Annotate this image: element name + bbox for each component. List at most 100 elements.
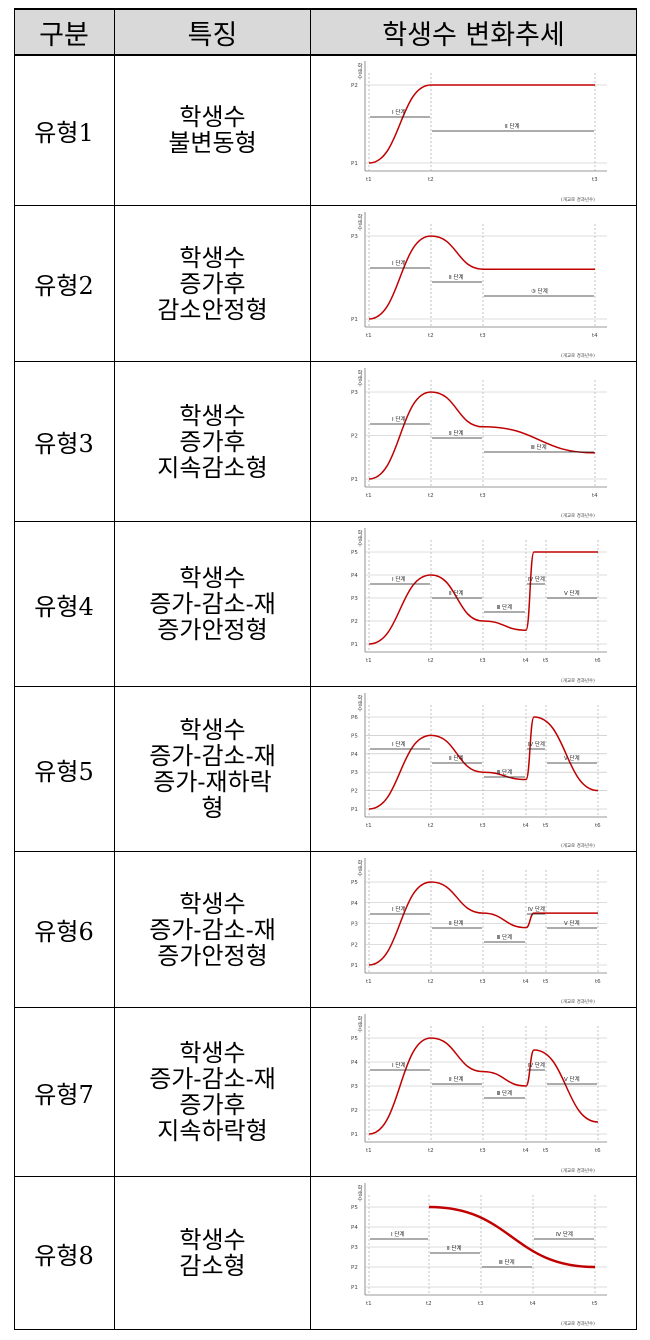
- x-tick-label: t6: [595, 823, 601, 829]
- x-tick-label: t1: [366, 658, 372, 664]
- stage-label: Ⅴ 단계: [564, 919, 580, 927]
- y-tick-label: P3: [351, 922, 358, 928]
- x-tick-label: t2: [426, 1301, 432, 1307]
- trend-chart-6: 학생수 t1 t2 t3 t4 t5 t6 P1 P2 P3 P4 P5 Ⅰ 단계 Ⅱ 단계 Ⅲ 단계 Ⅳ 단…: [351, 858, 607, 1005]
- x-tick-label: t6: [595, 658, 601, 664]
- trend-chart-1: 학생수 t1 t2 t3 P1 P2 Ⅰ 단계 Ⅱ 단계 (개교로 경과년수): [351, 61, 607, 203]
- y-axis-label: 학생수: [356, 369, 363, 388]
- row-divider: [14, 1176, 636, 1177]
- row-2-category: 유형2: [34, 272, 94, 300]
- stage-label: Ⅰ 단계: [392, 415, 406, 423]
- x-tick-label: t4: [523, 658, 529, 664]
- trend-line: [368, 84, 595, 164]
- y-axis-label: 학생수: [356, 529, 363, 548]
- y-tick-label: P4: [351, 1060, 358, 1066]
- x-tick-label: t3: [592, 177, 598, 183]
- row-5-chart: 학생수 t1 t2 t3 t4 t5 t6 P1 P2 P3 P4 P5 P6 Ⅰ 단계 Ⅱ 단계 Ⅲ 단계 Ⅳ…: [311, 687, 636, 851]
- y-tick-label: P4: [351, 573, 358, 579]
- x-tick-label: t4: [523, 1148, 529, 1154]
- source-note: (개교로 경과년수): [561, 196, 595, 203]
- header-category: 구분: [14, 10, 114, 54]
- y-axis-label: 학생수: [356, 213, 363, 232]
- table-left-border: [14, 8, 15, 1330]
- x-tick-label: t3: [480, 979, 486, 985]
- row-divider: [14, 521, 636, 522]
- y-tick-label: P5: [351, 550, 358, 556]
- stage-label: Ⅱ 단계: [449, 919, 464, 927]
- x-tick-label: t1: [366, 979, 372, 985]
- stage-label: Ⅳ 단계: [528, 905, 545, 913]
- x-tick-label: t2: [428, 493, 434, 499]
- y-tick-label: P4: [351, 752, 358, 758]
- y-tick-label: P2: [351, 619, 358, 625]
- y-tick-label: P2: [351, 83, 358, 89]
- y-tick-label: P2: [351, 1108, 358, 1114]
- y-tick-label: P1: [351, 1132, 358, 1138]
- x-tick-label: t6: [595, 979, 601, 985]
- y-tick-label: P3: [351, 390, 358, 396]
- row-4-chart: 학생수 t1 t2 t3 t4 t5 t6 P1 P2 P3 P4 P5 Ⅰ 단계 Ⅱ 단계 Ⅲ 단계 Ⅳ 단…: [311, 522, 636, 686]
- y-tick-label: P2: [351, 1265, 358, 1271]
- row-1-category: 유형1: [34, 118, 94, 147]
- x-tick-label: t2: [428, 1148, 434, 1154]
- stage-label: Ⅴ 단계: [564, 1075, 580, 1083]
- x-tick-label: t2: [428, 177, 434, 183]
- stage-label: Ⅴ 단계: [564, 589, 580, 597]
- x-tick-label: t3: [480, 333, 486, 339]
- x-tick-label: t4: [592, 333, 598, 339]
- stage-label: Ⅱ 단계: [449, 754, 464, 762]
- trend-chart-4: 학생수 t1 t2 t3 t4 t5 t6 P1 P2 P3 P4 P5 Ⅰ 단계 Ⅱ 단계 Ⅲ 단계 Ⅳ 단…: [351, 528, 607, 684]
- stage-label: Ⅲ 단계: [497, 933, 513, 941]
- stage-label: Ⅰ 단계: [392, 905, 406, 913]
- y-tick-label: P4: [351, 901, 358, 907]
- x-tick-label: t4: [523, 979, 529, 985]
- row-3-category: 유형3: [34, 430, 94, 458]
- y-axis-label: 학생수: [356, 694, 363, 713]
- stage-label: Ⅲ 단계: [499, 1258, 515, 1266]
- stage-label: Ⅳ 단계: [528, 575, 545, 583]
- stage-label: Ⅱ 단계: [449, 429, 464, 437]
- row-7-chart: 학생수 t1 t2 t3 t4 t5 t6 P1 P2 P3 P4 P5 Ⅰ 단계 Ⅱ 단계 Ⅲ 단계 Ⅳ 단…: [311, 1008, 636, 1176]
- x-tick-label: t4: [523, 823, 529, 829]
- stage-label: Ⅳ 단계: [528, 740, 545, 748]
- x-tick-label: t1: [366, 493, 372, 499]
- y-tick-label: P1: [351, 963, 358, 969]
- y-tick-label: P1: [351, 1285, 358, 1291]
- x-tick-label: t3: [480, 823, 486, 829]
- y-tick-label: P3: [351, 770, 358, 776]
- table-top-border: [14, 8, 636, 10]
- header-feature: 특징: [115, 10, 310, 54]
- x-tick-label: t6: [595, 1148, 601, 1154]
- x-tick-label: t1: [366, 1148, 372, 1154]
- x-tick-label: t4: [592, 493, 598, 499]
- stage-label: Ⅳ 단계: [528, 1061, 545, 1069]
- x-tick-label: t5: [592, 1301, 598, 1307]
- table-bottom-border: [14, 1329, 636, 1330]
- trend-chart-3: 학생수 t1 t2 t3 t4 P1 P2 P3 Ⅰ 단계 Ⅱ 단계 Ⅲ 단계 (개교로 경과년수): [351, 368, 607, 519]
- stage-label: Ⅱ 단계: [505, 122, 520, 130]
- y-tick-label: P2: [351, 434, 358, 440]
- x-tick-label: t5: [543, 979, 549, 985]
- stage-label: Ⅱ 단계: [449, 1075, 464, 1083]
- row-8-feature: 학생수 감소형: [179, 1226, 246, 1280]
- x-tick-label: t5: [543, 1148, 549, 1154]
- stage-label: Ⅰ 단계: [391, 1230, 405, 1238]
- y-tick-label: P6: [351, 715, 358, 721]
- x-tick-label: t1: [366, 177, 372, 183]
- trend-line: [428, 1205, 596, 1269]
- source-note: (개교로 경과년수): [561, 998, 595, 1005]
- trend-chart-5: 학생수 t1 t2 t3 t4 t5 t6 P1 P2 P3 P4 P5 P6 Ⅰ 단계 Ⅱ 단계 Ⅲ 단계 Ⅳ…: [351, 693, 607, 849]
- source-note: (개교로 경과년수): [561, 842, 595, 849]
- row-divider: [14, 851, 636, 852]
- source-note: (개교로 경과년수): [561, 352, 595, 359]
- row-divider: [14, 686, 636, 687]
- stage-label: Ⅲ 단계: [497, 768, 513, 776]
- stage-label: Ⅱ 단계: [449, 273, 464, 281]
- stage-label: Ⅱ 단계: [449, 589, 464, 597]
- row-divider: [14, 1007, 636, 1008]
- table-right-border: [636, 8, 637, 1330]
- source-note: (개교로 경과년수): [561, 677, 595, 684]
- x-tick-label: t1: [366, 333, 372, 339]
- stage-label: Ⅲ 단계: [497, 1089, 513, 1097]
